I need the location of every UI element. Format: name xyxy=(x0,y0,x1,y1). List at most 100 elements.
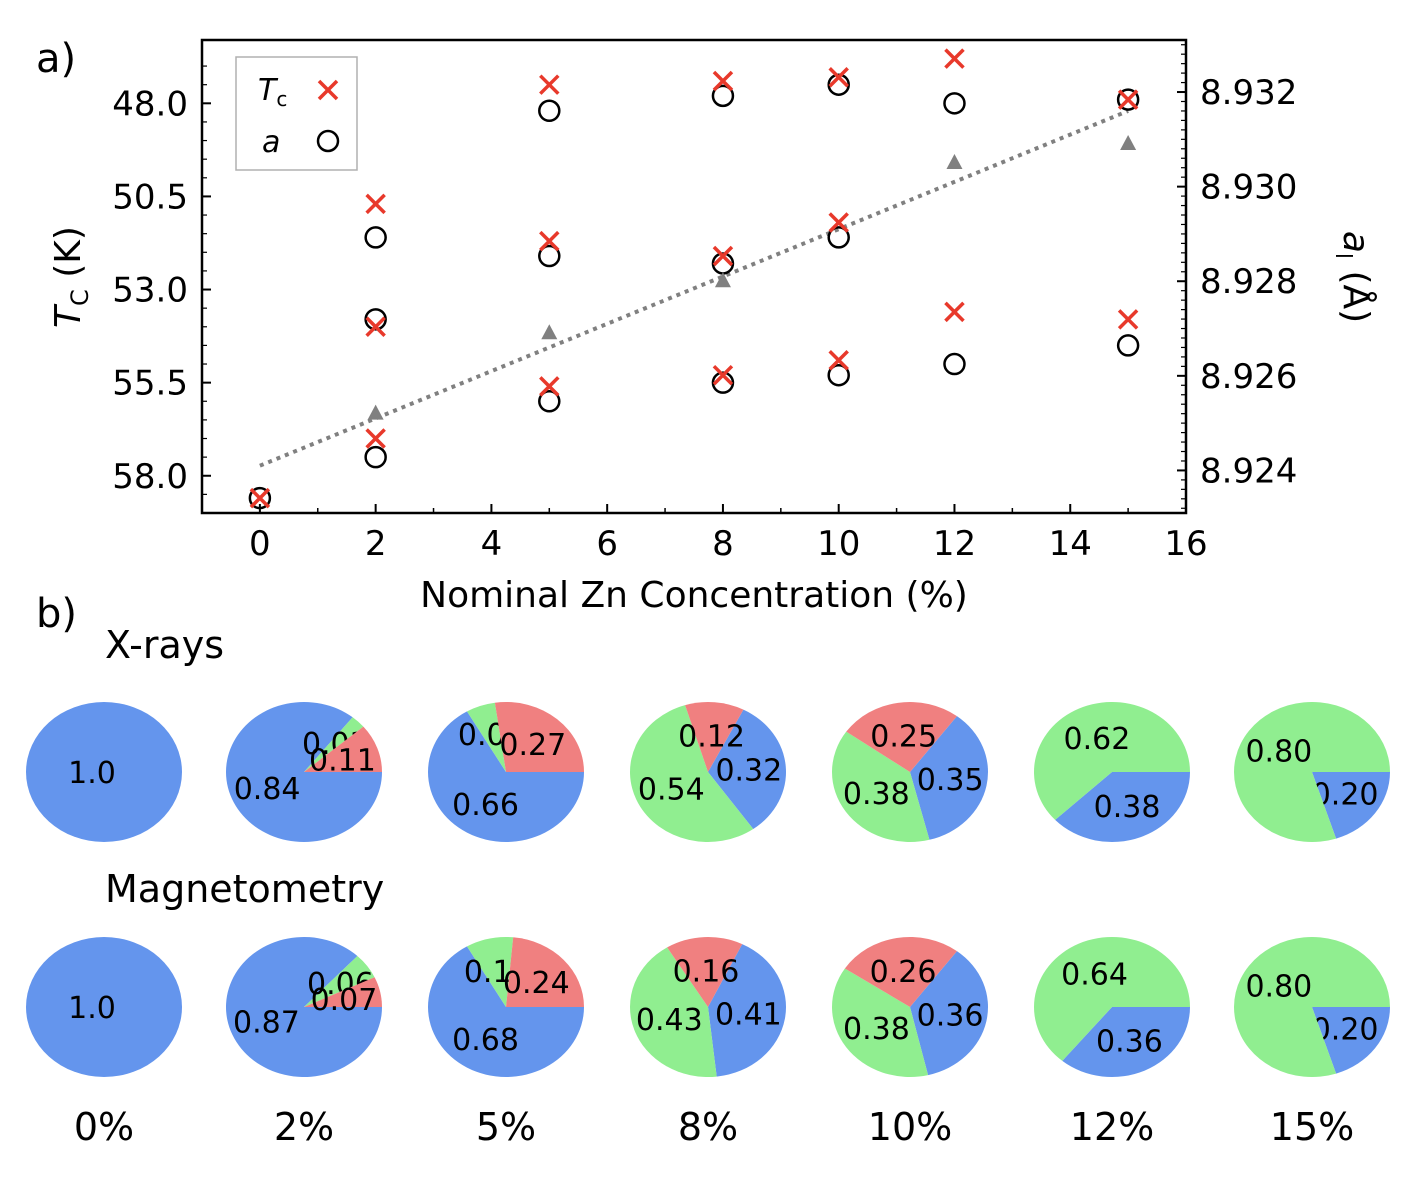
lattice-parameter-point xyxy=(364,308,387,331)
legend-label-tc: Tc xyxy=(258,73,287,111)
pie-chart: 0.41 0.43 0.16 xyxy=(629,937,786,1077)
right-y-label-sub: l xyxy=(1330,253,1355,259)
concentration-label: 8% xyxy=(678,1105,738,1149)
legend-frame xyxy=(235,56,358,171)
pie-slice-label: 0.27 xyxy=(499,728,566,763)
lattice-parameter-point xyxy=(248,486,272,510)
pie-slice-label: 0.54 xyxy=(638,772,705,807)
tc-point xyxy=(1117,89,1139,110)
concentration-label: 0% xyxy=(74,1105,134,1149)
pie-slice xyxy=(506,937,584,1007)
pie-slice xyxy=(846,701,957,772)
pie-chart: 0.350.38 0.25 xyxy=(831,701,988,842)
concentration-label: 15% xyxy=(1270,1105,1354,1149)
lattice-parameter-point xyxy=(364,445,387,469)
plot-frame xyxy=(200,38,1188,515)
pie-slice-label: 0.36 xyxy=(1096,1024,1163,1059)
concentration-label: 12% xyxy=(1070,1105,1154,1149)
x-tick-label: 16 xyxy=(1164,524,1207,564)
tc-point xyxy=(539,74,560,95)
pie-slice xyxy=(1055,772,1190,842)
tc-point xyxy=(539,376,560,397)
pie-slice-label: 0.25 xyxy=(870,720,937,755)
pie-chart: 0.680.100.24 xyxy=(428,937,584,1078)
lattice-average-point xyxy=(541,324,558,340)
right-y-tick-label: 8.926 xyxy=(1200,357,1297,397)
pie-slice-label: 0.84 xyxy=(234,772,301,807)
pie-chart: 1.0 xyxy=(26,702,182,842)
left-y-axis-label: TC (K) xyxy=(48,226,94,328)
pie-chart: 0.32 0.54 0.12 xyxy=(630,702,786,842)
panel-label-b: b) xyxy=(36,591,77,637)
lattice-parameter-point xyxy=(943,92,966,115)
tc-point xyxy=(712,364,734,386)
concentration-label: 10% xyxy=(868,1105,952,1149)
pie-slice xyxy=(304,955,375,1007)
pie-slice xyxy=(428,946,584,1078)
pie-slice-label: 0.64 xyxy=(1061,958,1128,993)
pie-slice xyxy=(708,709,786,830)
pie-slice xyxy=(685,702,744,772)
tc-point xyxy=(249,487,271,509)
pie-slice-label: 1.0 xyxy=(68,756,116,791)
lattice-parameter-point xyxy=(538,99,561,123)
pie-slice-label: 0.80 xyxy=(1245,969,1312,1004)
tc-point xyxy=(1117,309,1139,330)
panel-label-a: a) xyxy=(36,36,76,82)
pie-chart: 0.840.030.11 xyxy=(226,702,382,842)
tc-point xyxy=(539,230,560,252)
pie-slice-label: 0.24 xyxy=(503,966,570,1001)
pie-slice xyxy=(831,731,930,842)
pie-slice xyxy=(910,716,988,840)
right-y-label-unit: (Å) xyxy=(1335,259,1378,323)
pie-chart: 0.870.060.07 xyxy=(226,936,382,1077)
right-y-tick-label: 8.930 xyxy=(1200,168,1297,208)
concentration-labels: 0% 2% 5% 8% 10% 12% 15% xyxy=(74,1105,1354,1149)
pie-slice xyxy=(1034,937,1190,1061)
pie-slice-label: 1.0 xyxy=(68,991,116,1026)
x-tick-label: 6 xyxy=(596,524,618,564)
linear-fit-line xyxy=(259,109,1129,468)
pie-slice-label: 0.68 xyxy=(452,1023,519,1058)
tc-point xyxy=(828,350,849,371)
left-y-label-sub: C xyxy=(66,289,94,306)
x-axis-ticks: 0 2 4 6 8 10 12 14 16 xyxy=(201,504,1208,564)
x-tick-label: 0 xyxy=(249,524,271,564)
lattice-average-point xyxy=(1120,135,1137,151)
pie-chart: 0.200.80 xyxy=(1234,702,1390,842)
lattice-parameter-point xyxy=(827,363,850,387)
left-y-axis-ticks: 48.0 50.5 53.0 55.5 58.0 xyxy=(112,65,211,514)
concentration-label: 5% xyxy=(476,1105,536,1149)
legend: Tc a xyxy=(235,56,358,171)
tc-point xyxy=(828,67,849,88)
pie-slice xyxy=(304,717,364,772)
pie-slice-label: 0.07 xyxy=(311,983,378,1018)
pie-slice xyxy=(1062,1007,1190,1077)
x-tick-label: 10 xyxy=(817,524,860,564)
row-label-xrays: X-rays xyxy=(105,623,224,667)
pie-slice-label: 0.16 xyxy=(673,954,740,989)
pie-slice-label: 0.38 xyxy=(843,777,910,812)
tc-point xyxy=(712,245,734,267)
pie-slice xyxy=(26,937,182,1077)
pie-slice xyxy=(844,937,957,1007)
pie-slice xyxy=(1034,701,1190,820)
lattice-parameter-point xyxy=(711,371,735,394)
x-tick-label: 12 xyxy=(933,524,976,564)
pie-slice-label: 0.26 xyxy=(870,955,937,990)
right-y-label-main: a xyxy=(1335,231,1376,253)
left-y-label-main: T xyxy=(48,303,89,328)
pie-slice xyxy=(1234,702,1390,842)
pie-slice-label: 0.36 xyxy=(917,999,984,1034)
right-y-axis-ticks: 8.924 8.926 8.928 8.930 8.932 xyxy=(1177,44,1297,509)
legend-label-a: a xyxy=(262,125,280,160)
x-tick-label: 4 xyxy=(481,524,503,564)
lattice-average-point xyxy=(946,153,963,169)
pie-slice xyxy=(428,711,584,842)
legend-cross-marker xyxy=(317,79,339,101)
pie-slice xyxy=(1312,1007,1390,1074)
pie-slice-label: 0.32 xyxy=(715,753,782,788)
pie-slice-label: 0.43 xyxy=(636,1003,703,1038)
left-y-tick-label: 50.5 xyxy=(112,177,188,217)
